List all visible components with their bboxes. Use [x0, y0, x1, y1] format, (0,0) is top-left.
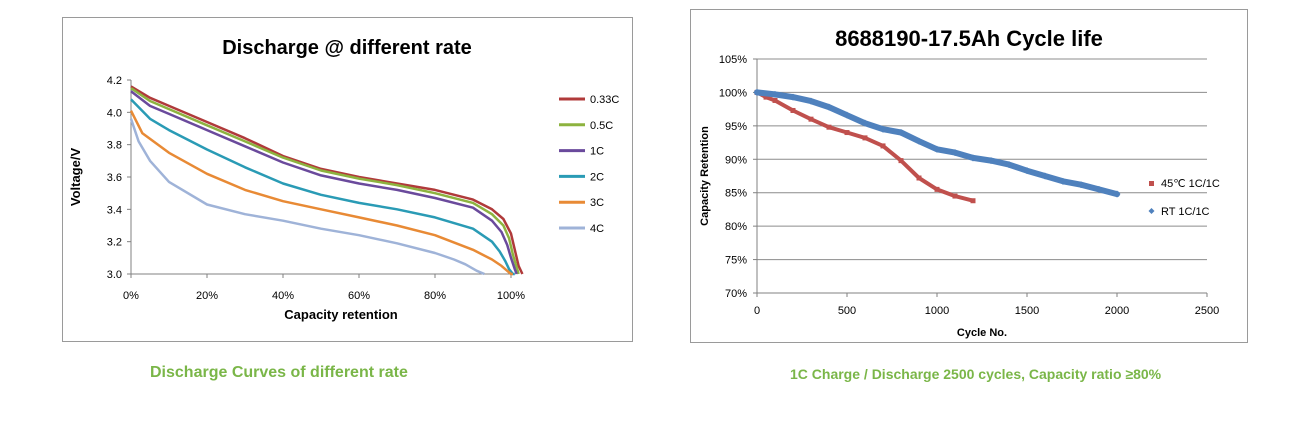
- data-point: [862, 135, 868, 141]
- legend-marker-RT 1C/1C: [1148, 208, 1155, 214]
- data-point: [915, 137, 923, 145]
- data-point: [880, 143, 886, 149]
- legend-label: 3C: [590, 197, 604, 209]
- cycle-life-chart: 8688190-17.5Ah Cycle life 70% 75% 80% 85% 90%…: [699, 26, 1220, 339]
- data-point: [753, 88, 761, 96]
- y-tick-label: 100%: [719, 87, 747, 99]
- data-point: [969, 154, 977, 162]
- data-point: [898, 158, 904, 164]
- data-point: [772, 97, 778, 103]
- chart-title: Discharge @ different rate: [222, 37, 472, 59]
- legend-label: 0.33C: [590, 94, 619, 106]
- data-point: [1095, 185, 1103, 193]
- data-point: [763, 94, 769, 100]
- x-axis-title: Capacity retention: [284, 307, 397, 322]
- series-line-4C: [129, 118, 485, 276]
- discharge-chart-panel: Discharge @ different rate 3.0 3.2 3.4 3.6 3.…: [62, 17, 633, 342]
- chart-title: 8688190-17.5Ah Cycle life: [835, 26, 1103, 51]
- y-tick-label: 95%: [725, 121, 747, 133]
- data-point: [1059, 177, 1067, 185]
- y-tick-label: 105%: [719, 54, 747, 66]
- cycle-life-caption: 1C Charge / Discharge 2500 cycles, Capac…: [790, 366, 1162, 382]
- data-point: [951, 149, 959, 157]
- y-tick-label: 3.2: [107, 237, 122, 249]
- x-tick-label: 2000: [1105, 305, 1129, 317]
- series-line-3C: [129, 110, 513, 276]
- data-point: [807, 97, 815, 105]
- series-line-2C: [130, 98, 515, 276]
- data-point: [861, 119, 869, 127]
- x-tick-label: 0%: [123, 290, 139, 302]
- legend-label: 1C: [590, 146, 604, 158]
- data-point: [790, 107, 796, 113]
- legend-label: RT 1C/1C: [1161, 206, 1210, 218]
- x-axis-title: Cycle No.: [957, 327, 1007, 339]
- data-point: [970, 198, 976, 204]
- x-tick-label: 40%: [272, 290, 294, 302]
- y-tick-label: 3.4: [107, 204, 122, 216]
- y-tick-label: 4.2: [107, 75, 122, 87]
- data-point: [987, 157, 995, 165]
- x-tick-label: 2500: [1195, 305, 1219, 317]
- y-axis-title: Capacity Retention: [699, 126, 711, 226]
- data-point: [826, 124, 832, 130]
- data-point: [1113, 190, 1121, 198]
- x-tick-label: 1500: [1015, 305, 1039, 317]
- y-tick-label: 75%: [725, 255, 747, 267]
- x-tick-label: 60%: [348, 290, 370, 302]
- data-point: [844, 130, 850, 136]
- discharge-chart: Discharge @ different rate 3.0 3.2 3.4 3.6 3.…: [68, 37, 619, 322]
- data-point: [1005, 161, 1013, 169]
- series-line-0.5C: [130, 87, 520, 275]
- y-tick-label: 90%: [725, 154, 747, 166]
- y-tick-label: 85%: [725, 188, 747, 200]
- y-tick-label: 80%: [725, 221, 747, 233]
- legend-marker-45℃ 1C/1C: [1149, 181, 1154, 186]
- data-point: [897, 129, 905, 137]
- legend-label: 45℃ 1C/1C: [1161, 178, 1220, 190]
- x-tick-label: 20%: [196, 290, 218, 302]
- x-tick-label: 0: [754, 305, 760, 317]
- legend-label: 4C: [590, 223, 604, 235]
- y-tick-label: 3.6: [107, 172, 122, 184]
- x-tick-label: 100%: [497, 290, 525, 302]
- series-line-1C: [130, 90, 518, 275]
- x-tick-label: 1000: [925, 305, 949, 317]
- data-point: [808, 116, 814, 122]
- series-line-0.33C: [130, 85, 524, 275]
- legend-label: 2C: [590, 171, 604, 183]
- legend-label: 0.5C: [590, 120, 613, 132]
- data-point: [843, 111, 851, 119]
- data-point: [1023, 167, 1031, 175]
- x-tick-label: 80%: [424, 290, 446, 302]
- discharge-caption: Discharge Curves of different rate: [150, 364, 408, 381]
- data-point: [1041, 172, 1049, 180]
- data-point: [952, 193, 958, 199]
- series-band-45℃ 1C/1C: [755, 90, 975, 203]
- data-point: [825, 103, 833, 111]
- data-point: [933, 145, 941, 153]
- data-point: [771, 90, 779, 98]
- data-point: [1077, 181, 1085, 189]
- y-tick-label: 70%: [725, 288, 747, 300]
- y-tick-label: 3.0: [107, 269, 122, 281]
- data-point: [916, 175, 922, 181]
- x-tick-label: 500: [838, 305, 856, 317]
- data-point: [934, 186, 940, 192]
- y-axis-title: Voltage/V: [68, 148, 83, 207]
- y-tick-label: 3.8: [107, 140, 122, 152]
- data-point: [789, 93, 797, 101]
- y-tick-label: 4.0: [107, 107, 122, 119]
- data-point: [879, 125, 887, 133]
- cycle-life-chart-panel: 8688190-17.5Ah Cycle life 70% 75% 80% 85% 90%…: [690, 9, 1248, 343]
